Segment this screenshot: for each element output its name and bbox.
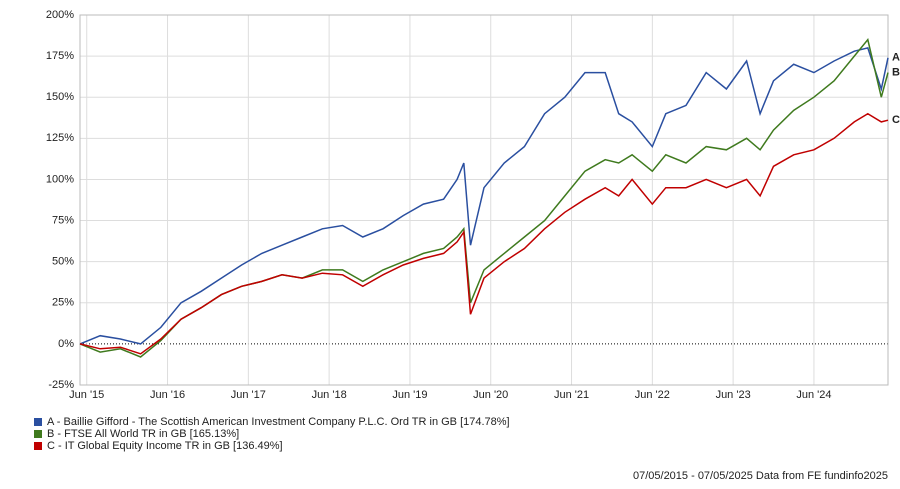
series-line [79, 112, 889, 355]
footer: 07/05/2015 - 07/05/2025 Data from FE fun… [633, 470, 888, 482]
x-tick-label: Jun '18 [312, 389, 347, 401]
x-tick-label: Jun '17 [231, 389, 266, 401]
x-tick-label: Jun '23 [716, 389, 751, 401]
y-tick-label: 75% [52, 214, 74, 226]
series-line [79, 47, 889, 345]
y-tick-label: 100% [46, 173, 74, 185]
legend-swatch [34, 418, 42, 426]
x-tick-label: Jun '20 [473, 389, 508, 401]
legend-label: C - IT Global Equity Income TR in GB [13… [47, 440, 283, 452]
y-tick-label: 125% [46, 132, 74, 144]
y-tick-label: 150% [46, 91, 74, 103]
plot-frame [79, 14, 889, 386]
end-label: C [892, 114, 900, 126]
x-tick-label: Jun '21 [554, 389, 589, 401]
y-tick-label: -25% [48, 379, 74, 391]
x-tick-label: Jun '24 [796, 389, 831, 401]
legend-swatch [34, 442, 42, 450]
series-line [79, 38, 889, 358]
x-tick-label: Jun '22 [635, 389, 670, 401]
y-tick-label: 50% [52, 256, 74, 268]
y-tick-label: 25% [52, 297, 74, 309]
y-tick-label: 0% [58, 338, 74, 350]
x-tick-label: Jun '16 [150, 389, 185, 401]
end-label: A [892, 52, 900, 64]
y-tick-label: 200% [46, 9, 74, 21]
x-tick-label: Jun '19 [392, 389, 427, 401]
legend-label: B - FTSE All World TR in GB [165.13%] [47, 428, 239, 440]
legend-label: A - Baillie Gifford - The Scottish Ameri… [47, 416, 510, 428]
end-label: B [892, 66, 900, 78]
legend-swatch [34, 430, 42, 438]
y-tick-label: 175% [46, 50, 74, 62]
x-tick-label: Jun '15 [69, 389, 104, 401]
